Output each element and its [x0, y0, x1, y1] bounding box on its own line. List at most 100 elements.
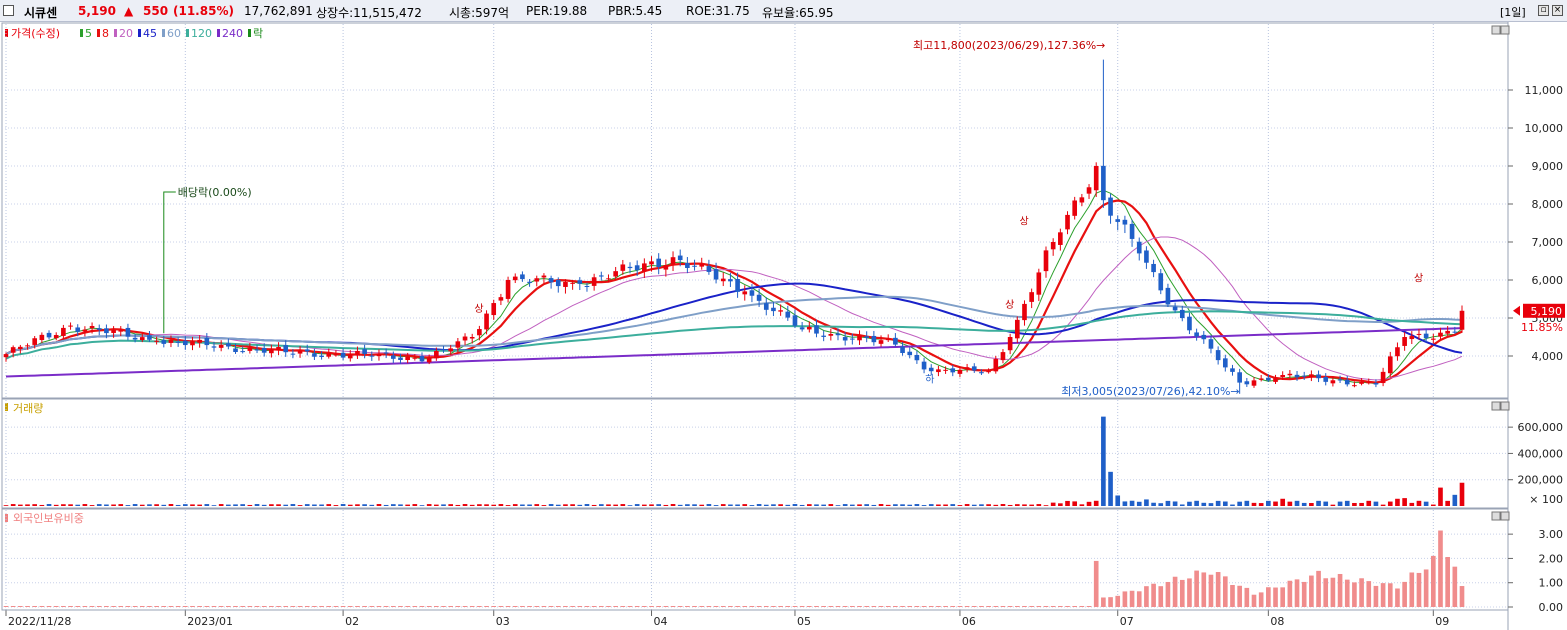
volume-bar	[1373, 501, 1379, 506]
volume-bar	[448, 504, 454, 506]
y-tick-label: 8,000	[1532, 198, 1564, 211]
close-icon[interactable]: ×	[1552, 5, 1563, 16]
candle-body	[1093, 166, 1099, 191]
foreign-ratio-bar	[68, 606, 73, 607]
foreign-ratio-bar	[907, 606, 913, 607]
foreign-ratio-bar	[32, 606, 38, 607]
y-tick-label: 9,000	[1532, 160, 1564, 173]
foreign-ratio-bar	[477, 606, 482, 607]
foreign-ratio-bar	[1301, 581, 1307, 607]
candle-body	[1115, 219, 1121, 222]
price-pane-buttons[interactable]	[1491, 25, 1510, 35]
foreign-ratio-bar	[1395, 588, 1400, 607]
candle-body	[283, 345, 289, 353]
volume-bar	[276, 504, 281, 506]
volume-bar	[921, 505, 927, 506]
foreign-ratio-bar	[799, 606, 805, 607]
foreign-ratio-bar	[950, 606, 956, 607]
candle-body	[555, 279, 561, 287]
volume-bar	[1194, 500, 1199, 506]
candle-body	[1215, 350, 1221, 361]
foreign-ratio-bar	[1366, 581, 1372, 607]
legend-ma-icon	[114, 29, 117, 37]
candle-body	[548, 278, 554, 283]
candle-body	[792, 315, 798, 326]
title-bar: 시큐센 5,190 ▲ 550 (11.85%) 17,762,891 상장수:…	[0, 0, 1567, 22]
volume-bar	[1179, 504, 1185, 506]
foreign-ratio-bar	[1151, 583, 1156, 607]
candle-body	[1409, 336, 1415, 340]
foreign-ratio-bar	[885, 606, 891, 607]
upper-limit-tag: 상	[1005, 299, 1014, 311]
candle-body	[1273, 378, 1278, 382]
volume-bar	[850, 504, 855, 506]
foreign-pane-buttons[interactable]	[1491, 511, 1510, 521]
volume-pane-buttons[interactable]	[1491, 401, 1510, 411]
volume-bar	[1380, 504, 1386, 506]
period-button[interactable]: [1일]	[1500, 6, 1526, 19]
candle-body	[125, 327, 131, 337]
candle-body	[376, 353, 382, 357]
candle-body	[326, 353, 332, 357]
candle-body	[699, 264, 705, 267]
volume-bar	[1251, 502, 1257, 506]
pane-close-icon[interactable]	[1500, 25, 1510, 35]
foreign-ratio-bar	[82, 606, 88, 607]
pane-minimize-icon[interactable]	[1491, 25, 1501, 35]
candle-body	[634, 265, 640, 271]
foreign-ratio-bar	[132, 606, 138, 607]
select-checkbox[interactable]	[3, 5, 14, 16]
pane-minimize-icon[interactable]	[1491, 401, 1501, 411]
foreign-ratio-bar	[1266, 587, 1271, 607]
volume-bar	[312, 504, 317, 506]
volume-bar	[670, 504, 676, 506]
foreign-ratio-bar	[1158, 586, 1164, 607]
legend-ma-group: 5 8 20 45 60 120 240 락	[80, 27, 263, 40]
candle-body	[10, 347, 16, 353]
volume-bar	[505, 505, 511, 506]
candle-body	[505, 280, 511, 299]
foreign-ratio-bar	[147, 606, 152, 607]
candle-body	[1000, 352, 1006, 361]
foreign-ratio-bar	[297, 606, 303, 607]
volume-bar	[1230, 504, 1235, 506]
low-annotation: 최저3,005(2023/07/26),42.10%→	[1061, 385, 1239, 398]
foreign-ratio-bar	[434, 606, 439, 607]
foreign-ratio-bar	[878, 606, 884, 607]
candle-body	[885, 339, 891, 341]
foreign-ratio-bar	[850, 606, 855, 607]
candle-body	[1244, 381, 1250, 385]
volume-bar	[218, 504, 224, 506]
x-tick-label: 07	[1120, 615, 1134, 628]
candle-body	[1452, 331, 1458, 333]
candle-body	[1036, 272, 1042, 295]
maximize-icon[interactable]: ▫	[1538, 5, 1549, 16]
foreign-ratio-bar	[1036, 606, 1042, 607]
foreign-ratio-bars	[3, 530, 1465, 607]
pane-close-icon[interactable]	[1500, 401, 1510, 411]
volume-bar	[598, 504, 604, 506]
candle-body	[1359, 381, 1364, 384]
pane-minimize-icon[interactable]	[1491, 511, 1501, 521]
foreign-ratio-bar	[1043, 606, 1049, 607]
volume-bar	[778, 504, 783, 506]
candle-body	[89, 326, 95, 329]
candle-body	[46, 332, 52, 338]
chart-area[interactable]: 가격(수정) 5 8 20 45 60 120 240 락 거래량 외국인보유비중 2022/…	[0, 22, 1567, 630]
volume-bar	[591, 504, 597, 506]
volume-bar	[412, 504, 418, 506]
foreign-ratio-bar	[1065, 606, 1070, 607]
legend-ma-label: 20	[119, 27, 133, 40]
volume-bar	[692, 504, 697, 506]
foreign-ratio-bar	[398, 606, 403, 607]
foreign-ratio-bar	[620, 606, 626, 607]
foreign-ratio-bar	[96, 606, 102, 607]
candle-body	[190, 341, 195, 346]
volume-bar	[226, 504, 231, 506]
pane-close-icon[interactable]	[1500, 511, 1510, 521]
price-legend: 가격(수정) 5 8 20 45 60 120 240 락	[5, 27, 263, 40]
candle-body	[182, 340, 188, 346]
upper-limit-tag: 상	[1414, 273, 1423, 285]
price-change-pct: (11.85%)	[173, 4, 234, 18]
volume-bar	[269, 504, 274, 506]
